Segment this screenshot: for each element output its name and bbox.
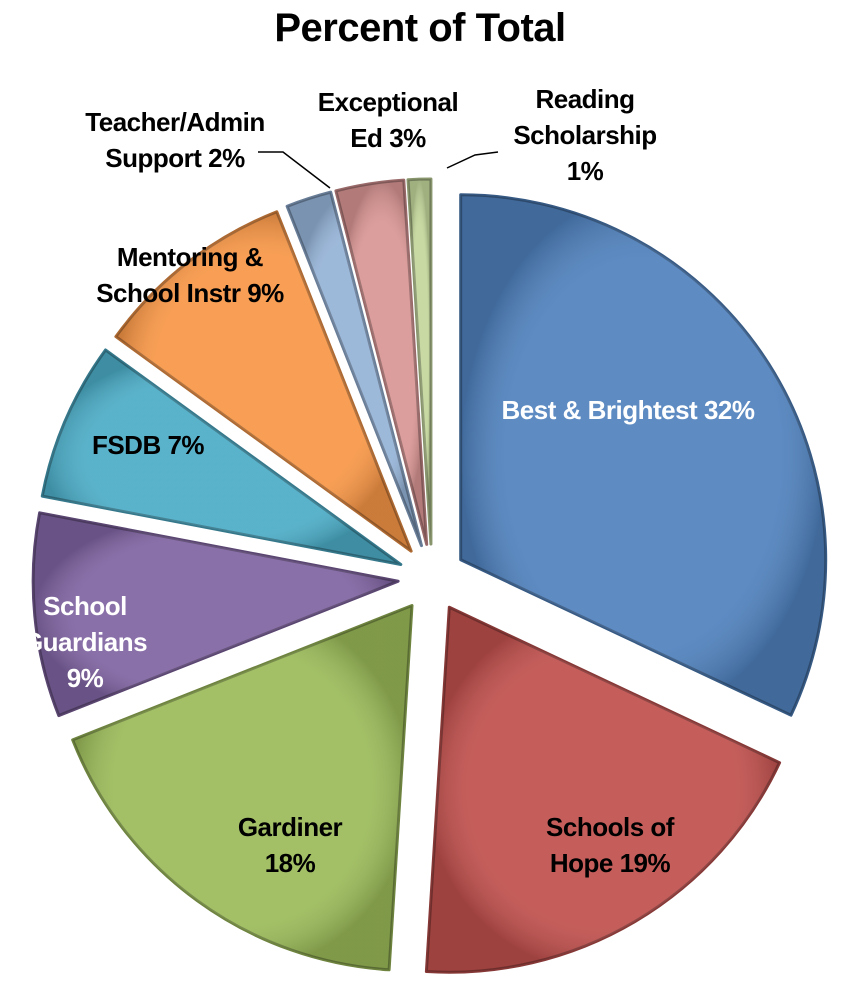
slice-label: Teacher/Admin Support 2% <box>60 104 290 176</box>
slice-shade <box>335 180 427 545</box>
slice-label: FSDB 7% <box>48 427 248 463</box>
slice-shade <box>460 194 826 716</box>
leader-line <box>446 151 499 169</box>
slice-shade <box>115 211 412 552</box>
value-label: 2% <box>208 143 245 173</box>
slice-label: Schools of Hope 19% <box>525 809 695 881</box>
value-label: 7% <box>167 430 205 460</box>
value-label: 32% <box>703 395 755 425</box>
value-label: 3% <box>389 123 426 153</box>
leader-line <box>258 151 331 189</box>
slice-shade <box>408 179 431 545</box>
slice-label: School Guardians 9% <box>15 588 155 696</box>
slice-shade <box>426 607 780 973</box>
chart-title: Percent of Total <box>274 6 566 50</box>
slice-shade <box>72 605 413 970</box>
category-label: FSDB <box>91 430 161 460</box>
value-label: 9% <box>66 663 104 693</box>
category-label: Teacher/Admin Support <box>85 107 265 173</box>
category-label: Gardiner <box>237 812 343 842</box>
slice-shade <box>287 192 422 546</box>
category-label: Reading Scholarship <box>513 84 657 150</box>
category-label: Best & Brightest <box>501 395 698 425</box>
category-label: School Guardians <box>22 591 148 657</box>
category-label: Schools of Hope <box>546 812 674 878</box>
slice-label: Best & Brightest 32% <box>498 392 758 428</box>
slice-label: Exceptional Ed 3% <box>308 84 468 156</box>
category-label: Exceptional Ed <box>317 87 459 153</box>
value-label: 9% <box>247 278 284 308</box>
value-label: 1% <box>566 156 604 186</box>
slice-shade <box>33 512 399 716</box>
value-label: 18% <box>264 848 316 878</box>
slice-label: Mentoring & School Instr 9% <box>95 239 285 311</box>
value-label: 19% <box>619 848 671 878</box>
slice-label: Gardiner 18% <box>225 809 355 881</box>
slice-label: Reading Scholarship 1% <box>503 81 668 189</box>
slice-shade <box>42 349 401 565</box>
category-label: Mentoring & School Instr <box>96 242 264 308</box>
